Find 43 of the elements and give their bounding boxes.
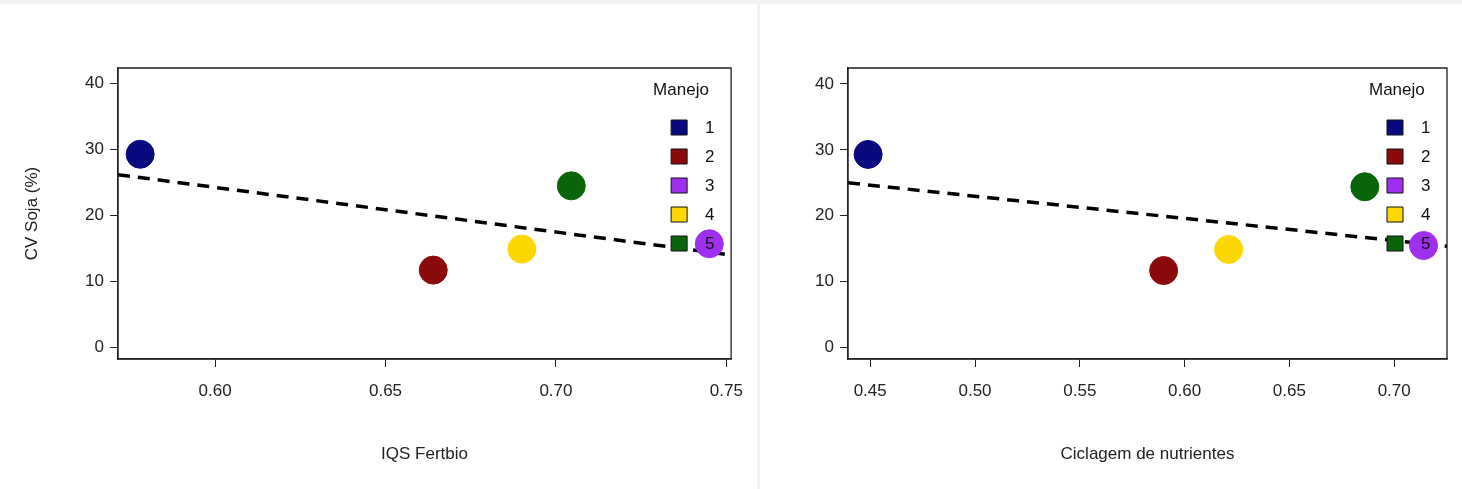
legend-label: 5 — [1421, 233, 1431, 253]
point — [556, 171, 586, 201]
point — [125, 139, 155, 169]
x-axis-title: IQS Fertbio — [381, 444, 469, 464]
point — [853, 139, 883, 169]
y-tick-label: 20 — [815, 205, 834, 225]
y-axis-title: CV Soja (%) — [21, 166, 41, 261]
y-tick-label: 10 — [815, 271, 834, 291]
point — [507, 234, 537, 264]
legend-label: 4 — [705, 204, 715, 224]
y-tick-label: 0 — [824, 337, 834, 357]
legend-title: Manejo — [653, 79, 709, 99]
x-tick-label: 0.70 — [539, 380, 573, 400]
x-tick-label: 0.60 — [198, 380, 232, 400]
x-tick-label: 0.50 — [958, 380, 992, 400]
x-tick-label: 0.65 — [1272, 380, 1306, 400]
legend-label: 3 — [1421, 175, 1431, 195]
legend-label: 5 — [705, 233, 715, 253]
legend-label: 2 — [1421, 146, 1431, 166]
point — [418, 255, 448, 285]
legend-title: Manejo — [1369, 79, 1425, 99]
y-tick-label: 40 — [85, 73, 104, 93]
legend-label: 4 — [1421, 204, 1431, 224]
point — [1149, 256, 1179, 286]
x-tick-label: 0.45 — [853, 380, 887, 400]
x-tick-label: 0.75 — [709, 380, 743, 400]
y-tick-label: 0 — [94, 336, 104, 356]
point — [1350, 172, 1380, 202]
y-tick-label: 40 — [815, 73, 834, 93]
point — [1214, 234, 1244, 264]
x-tick-label: 0.55 — [1063, 380, 1097, 400]
legend-label: 1 — [705, 117, 715, 137]
legend-label: 1 — [1421, 117, 1431, 137]
x-tick-label: 0.60 — [1168, 380, 1202, 400]
legend-label: 3 — [705, 175, 715, 195]
x-axis-title: Ciclagem de nutrientes — [1060, 444, 1235, 464]
x-tick-label: 0.65 — [368, 380, 403, 400]
y-tick-label: 20 — [85, 205, 104, 225]
y-tick-label: 30 — [85, 139, 104, 159]
x-tick-label: 0.70 — [1377, 380, 1411, 400]
y-tick-label: 30 — [815, 139, 834, 159]
y-tick-label: 10 — [85, 271, 104, 290]
legend-label: 2 — [705, 146, 715, 166]
